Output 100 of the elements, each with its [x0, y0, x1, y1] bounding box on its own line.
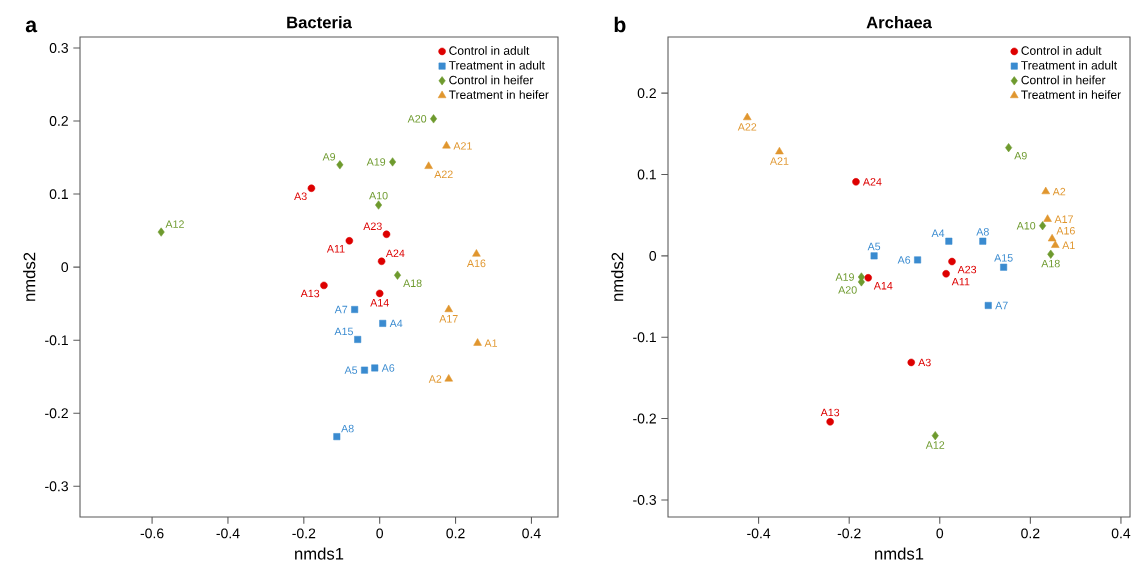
x-tick-label: -0.6 — [140, 528, 164, 539]
annotation: A20 — [838, 286, 857, 294]
annotation: A18 — [403, 279, 422, 287]
point — [375, 289, 384, 298]
annotation: A6 — [897, 256, 911, 264]
text: a — [25, 20, 38, 33]
annotation: A22 — [434, 170, 453, 179]
annotation: A21 — [769, 157, 789, 165]
annotation: A16 — [1056, 226, 1075, 235]
x-tick-label: -0.2 — [837, 528, 861, 539]
annotation: A3 — [918, 358, 931, 367]
annotation: A16 — [466, 259, 486, 268]
point — [424, 161, 433, 169]
annotation: A18 — [1041, 259, 1060, 268]
annotation: A8 — [976, 228, 989, 236]
y-tick-label: 0.1 — [49, 189, 68, 200]
x-axis-title: nmds1 — [875, 547, 924, 560]
annotation: A21 — [453, 142, 472, 150]
y-tick-label: 0 — [649, 250, 657, 261]
point — [444, 374, 453, 382]
point — [379, 319, 387, 327]
point — [472, 249, 481, 257]
point — [914, 256, 922, 264]
point — [945, 237, 953, 245]
legend-label: Control in adult — [449, 46, 530, 55]
annotation: A12 — [925, 441, 945, 449]
legend-label: Treatment in adult — [448, 60, 545, 70]
annotation: A10 — [1016, 221, 1036, 230]
point — [371, 364, 379, 372]
annotation: A22 — [737, 123, 757, 131]
y-tick-label: 0.1 — [637, 169, 656, 180]
chart-title: Bacteria — [287, 16, 352, 29]
point — [743, 112, 752, 121]
annotation: A11 — [951, 278, 970, 286]
point — [1039, 221, 1047, 231]
point — [157, 227, 165, 237]
annotation: A9 — [322, 153, 336, 161]
point — [1005, 143, 1013, 153]
annotation: A20 — [407, 115, 427, 123]
y-tick-label: 0.2 — [637, 88, 656, 99]
annotation: A3 — [294, 192, 307, 201]
point — [377, 257, 386, 266]
y-tick-label: -0.1 — [633, 332, 656, 343]
point — [351, 306, 359, 313]
annotation: A23 — [957, 265, 977, 274]
annotation: A19 — [366, 158, 386, 166]
annotation: A15 — [334, 327, 353, 336]
point — [870, 252, 878, 260]
y-tick-label: -0.2 — [633, 413, 656, 424]
point — [1041, 186, 1050, 195]
x-tick-label: 0.4 — [522, 528, 541, 539]
point — [931, 431, 939, 441]
legend-label: Treatment in adult — [1021, 60, 1118, 70]
annotation: A10 — [369, 191, 388, 200]
point — [442, 141, 451, 149]
annotation: A6 — [381, 364, 395, 372]
legend-label: Treatment in heifer — [448, 90, 549, 99]
annotation: A5 — [344, 366, 358, 374]
point — [345, 237, 354, 245]
annotation: A13 — [820, 408, 840, 417]
annotation: A14 — [370, 299, 389, 307]
legend-label: Control in adult — [1021, 46, 1102, 55]
legend-label: Control in heifer — [1021, 75, 1106, 85]
point — [307, 184, 316, 192]
x-tick-label: -0.4 — [747, 528, 771, 539]
point — [333, 433, 341, 441]
annotation: A11 — [326, 245, 345, 253]
x-tick-label: 0.2 — [1021, 528, 1040, 539]
annotation: A23 — [363, 222, 382, 230]
y-tick-label: -0.1 — [45, 335, 68, 346]
annotation: A4 — [931, 229, 945, 237]
y-tick-label: -0.2 — [45, 408, 68, 419]
annotation: A14 — [873, 282, 893, 290]
y-tick-label: 0.3 — [49, 43, 69, 53]
annotation: A24 — [385, 249, 405, 258]
x-axis-title: nmds1 — [295, 547, 344, 560]
y-tick-label: 0 — [61, 262, 69, 273]
annotation: A13 — [300, 289, 320, 298]
point — [1047, 233, 1057, 242]
y-tick-label: 0.2 — [49, 116, 68, 126]
point — [336, 160, 344, 170]
point — [1047, 249, 1055, 259]
annotation: A8 — [341, 424, 354, 433]
point — [942, 270, 950, 278]
point — [852, 178, 860, 186]
text: b — [614, 16, 626, 33]
annotation: A7 — [334, 305, 348, 314]
point — [444, 304, 453, 313]
x-tick-label: 0 — [936, 528, 944, 539]
x-tick-label: 0.2 — [446, 528, 465, 539]
point — [382, 230, 391, 238]
point — [864, 274, 872, 282]
legend-label: Treatment in heifer — [1021, 90, 1121, 99]
point — [394, 270, 401, 280]
point — [354, 335, 362, 343]
point — [1051, 240, 1060, 248]
annotation: A12 — [165, 220, 184, 228]
annotation: A2 — [428, 375, 442, 383]
point — [1043, 214, 1052, 222]
annotation: A24 — [862, 178, 882, 186]
